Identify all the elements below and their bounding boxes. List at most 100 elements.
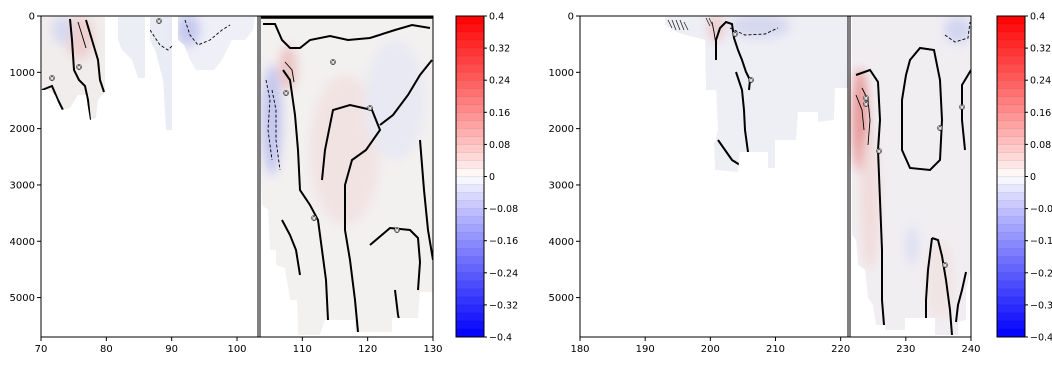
right-contour-8 <box>925 237 933 325</box>
right-colorbar: 0.4 0.32 0.24 0.16 0.08 0 −0.0 −0.1 −0.2 −0.3 −0.4 <box>996 12 1052 344</box>
colorbar-segment <box>456 272 484 282</box>
left-anom-blob-6 <box>310 75 380 225</box>
left-contour-label: 0 <box>49 75 55 82</box>
right-contour-label: 0 <box>876 148 882 155</box>
colorbar-segment <box>997 320 1025 330</box>
left-contour-11 <box>419 139 433 261</box>
colorbar-segment <box>997 168 1025 177</box>
colorbar-segment <box>456 104 484 113</box>
right-hatch-line <box>708 17 714 27</box>
contour-label-text: 0 <box>331 59 335 66</box>
y-tick-label: 5000 <box>10 293 35 304</box>
contour-label-text: 0 <box>938 125 942 132</box>
y-tick-label: 2000 <box>549 124 574 135</box>
right-land-mask <box>580 17 848 337</box>
colorbar-segment <box>456 232 484 241</box>
left-contour-2 <box>69 18 91 121</box>
colorbar-segment <box>456 24 484 33</box>
colorbar-tick-label: 0.08 <box>489 140 510 151</box>
contour-label-text: 0 <box>943 262 947 269</box>
left-neg-contour-4 <box>271 89 281 171</box>
right-anom-blob-5 <box>860 130 880 270</box>
colorbar-segment <box>456 296 484 306</box>
left-colorbar: 0.4 0.32 0.24 0.16 0.08 0 −0.08 −0.16 −0.24 −0.32… <box>455 12 518 344</box>
colorbar-segment <box>997 72 1025 81</box>
left-shading: 0 0 0 0 0 0 0 0 <box>41 16 433 337</box>
right-contour-label: 0 <box>732 31 738 38</box>
colorbar-segment <box>997 184 1025 193</box>
colorbar-segment <box>456 256 484 266</box>
colorbar-segment <box>997 312 1025 322</box>
right-west-basin-fill <box>665 17 848 172</box>
colorbar-tick-label: 0.32 <box>489 44 510 55</box>
contour-label-text: 0 <box>77 64 81 71</box>
right-contour-label: 0 <box>863 101 869 108</box>
left-contour-label: 0 <box>394 227 400 234</box>
colorbar-segment <box>997 112 1025 121</box>
colorbar-segment <box>997 104 1025 113</box>
contour-label-text: 0 <box>864 95 868 102</box>
colorbar-segment <box>456 128 484 137</box>
x-tick-label: 100 <box>227 344 246 355</box>
right-contour-5 <box>901 46 944 172</box>
left-negative-contours <box>149 19 281 171</box>
right-negative-contours <box>729 21 971 43</box>
colorbar-segment <box>997 16 1025 25</box>
left-contour-9 <box>369 226 422 291</box>
right-pos-contour-1 <box>861 87 871 146</box>
colorbar-segment <box>456 288 484 298</box>
contour-label-text: 0 <box>284 90 288 97</box>
left-contour-6 <box>321 103 382 333</box>
colorbar-tick-label: −0.2 <box>1030 268 1052 279</box>
right-contour-label-group: 0 0 0 0 0 0 0 0 <box>732 31 965 269</box>
colorbar-segment <box>997 216 1025 225</box>
left-contour-3 <box>85 19 105 93</box>
left-land-mask <box>42 17 261 337</box>
colorbar-segment <box>997 200 1025 209</box>
colorbar-segment <box>456 328 484 338</box>
left-contour-label-group: 0 0 0 0 0 0 0 0 <box>49 18 400 234</box>
left-positive-contours <box>77 21 295 83</box>
right-contour-label: 0 <box>942 262 948 269</box>
right-contour-label: 0 <box>937 125 943 132</box>
contour-label-text: 0 <box>312 215 316 222</box>
colorbar-segment <box>997 232 1025 241</box>
colorbar-segment <box>456 136 484 145</box>
colorbar-segment <box>997 96 1025 105</box>
colorbar-segment <box>997 248 1025 258</box>
colorbar-segment <box>997 176 1025 185</box>
colorbar-segment <box>456 56 484 65</box>
x-tick-label: 120 <box>358 344 377 355</box>
colorbar-segment <box>997 224 1025 233</box>
colorbar-segment <box>456 320 484 330</box>
right-shading: 0 0 0 0 0 0 0 0 <box>580 16 971 337</box>
colorbar-segment <box>456 216 484 225</box>
right-hatch-line <box>675 19 681 31</box>
right-panel: 0 0 0 0 0 0 0 0 180 190 200 210 220 230 240 0 10… <box>549 12 1052 356</box>
left-pos-contour-2 <box>284 61 295 83</box>
x-tick-label: 240 <box>961 344 980 355</box>
colorbar-segment <box>997 144 1025 153</box>
colorbar-tick-label: 0.4 <box>489 12 504 23</box>
right-pos-contour-2 <box>855 94 865 131</box>
colorbar-segment <box>997 120 1025 129</box>
colorbar-segment <box>456 168 484 177</box>
left-anom-blob-2 <box>52 16 72 44</box>
colorbar-tick-label: −0.16 <box>489 236 518 247</box>
right-contour-label: 0 <box>959 104 965 111</box>
colorbar-segment <box>997 136 1025 145</box>
colorbar-tick-label: −0.3 <box>1030 300 1052 311</box>
colorbar-segment <box>456 184 484 193</box>
colorbar-tick-label: −0.4 <box>1030 333 1052 344</box>
left-anom-blob-3 <box>176 16 200 46</box>
right-neg-contour-2 <box>944 21 971 43</box>
right-contour-1 <box>715 20 752 91</box>
left-contour-label: 0 <box>330 59 336 66</box>
left-neg-contour-1 <box>149 29 177 51</box>
x-tick-label: 200 <box>701 344 720 355</box>
colorbar-tick-label: 0.08 <box>1030 140 1051 151</box>
left-anom-blob-5 <box>279 46 297 90</box>
colorbar-tick-label: 0 <box>489 172 495 183</box>
left-contour-4 <box>263 23 431 49</box>
right-contour-7 <box>931 237 953 336</box>
